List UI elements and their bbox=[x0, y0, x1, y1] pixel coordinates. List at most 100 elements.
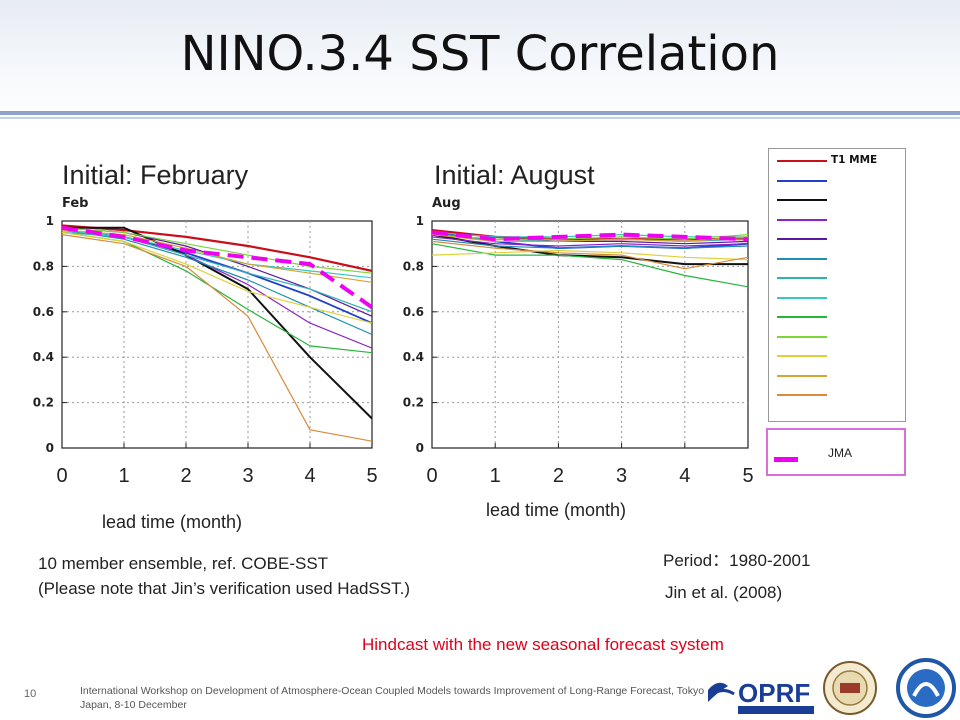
oprf-logo-icon: OPRF bbox=[708, 678, 814, 714]
y-tick-label: 0.4 bbox=[403, 350, 424, 364]
legend-swatch bbox=[777, 160, 827, 162]
x-tick-label: 4 bbox=[679, 465, 690, 487]
legend-item: LODYC bbox=[769, 270, 905, 286]
series-line-ingv bbox=[62, 229, 372, 336]
series-line-persist- bbox=[432, 233, 748, 266]
chart-aug-label: Aug bbox=[432, 196, 461, 211]
slide-title: NINO.3.4 SST Correlation bbox=[180, 26, 780, 82]
legend-item: INGV bbox=[769, 251, 905, 267]
legend-label: UK Met bbox=[831, 329, 874, 342]
legend-swatch bbox=[777, 394, 827, 396]
title-band bbox=[0, 0, 960, 120]
legend-item: Persist. bbox=[769, 192, 905, 208]
chart-feb: 0 0.2 0.4 0.6 0.8 1 0 1 2 3 4 5 bbox=[33, 214, 378, 487]
research-institute-seal-icon bbox=[823, 661, 877, 715]
legend-item: NCEP bbox=[769, 348, 905, 364]
series-line-persist- bbox=[62, 226, 372, 420]
plot-area bbox=[431, 220, 749, 449]
legend-label: T1 MME bbox=[831, 154, 878, 166]
y-tick-label: 0.6 bbox=[403, 305, 424, 319]
oprf-logo-text: OPRF bbox=[738, 678, 810, 708]
series-group bbox=[432, 229, 748, 288]
legend-swatch bbox=[777, 238, 827, 240]
jma-legend-swatch bbox=[774, 457, 798, 462]
legend-label: SINTEX−F bbox=[831, 368, 890, 381]
legend-label: LODYC bbox=[831, 271, 870, 283]
legend-label: NCEP bbox=[831, 349, 863, 361]
y-tick-label: 1 bbox=[416, 214, 424, 228]
legend-item: MPI bbox=[769, 309, 905, 325]
legend-label: CERFACS bbox=[831, 212, 884, 225]
x-tick-label: 0 bbox=[426, 465, 437, 487]
x-tick-label: 1 bbox=[118, 465, 129, 487]
x-tick-label: 3 bbox=[242, 465, 253, 487]
series-line-ncep bbox=[62, 231, 372, 324]
slide-number: 10 bbox=[24, 688, 37, 700]
legend-swatch bbox=[777, 296, 827, 299]
legend-swatch bbox=[777, 218, 827, 221]
jma-legend-label: JMA bbox=[828, 446, 852, 460]
note-hadsst: (Please note that Jin’s verification use… bbox=[38, 579, 410, 598]
legend-swatch bbox=[777, 257, 827, 260]
x-tick-label: 5 bbox=[366, 465, 377, 487]
series-line-ingv bbox=[432, 238, 748, 249]
footer-logos: OPRF bbox=[708, 658, 956, 718]
legend-item: Met.Fran. bbox=[769, 290, 905, 306]
legend-label: INGV bbox=[831, 251, 861, 264]
footer-text: International Workshop on Development of… bbox=[80, 685, 705, 711]
title-rule bbox=[0, 111, 960, 115]
y-tick-label: 0.6 bbox=[33, 305, 54, 319]
panel-title-february: Initial: February bbox=[62, 160, 249, 190]
series-line-uk-met bbox=[62, 227, 372, 274]
y-tick-label: 1 bbox=[46, 214, 54, 228]
x-tick-label: 2 bbox=[553, 465, 564, 487]
y-tick-label: 0.2 bbox=[403, 396, 424, 410]
legend-swatch bbox=[777, 316, 827, 318]
jma-legend: JMA bbox=[766, 428, 906, 476]
y-tick-label: 0 bbox=[46, 441, 54, 455]
legend-swatch bbox=[777, 179, 827, 182]
legend-label: Met.Fran. bbox=[831, 290, 888, 303]
y-tick-label: 0.8 bbox=[403, 259, 424, 273]
chart-feb-label: Feb bbox=[62, 196, 89, 211]
legend-item: ECMWF bbox=[769, 231, 905, 247]
y-tick-label: 0.8 bbox=[33, 259, 54, 273]
reference-text: Jin et al. (2008) bbox=[665, 583, 783, 602]
legend-swatch bbox=[777, 335, 827, 338]
legend-item: CERFACS bbox=[769, 212, 905, 228]
legend-label: Dyn−Sta bbox=[831, 173, 883, 186]
y-tick-label: 0.4 bbox=[33, 350, 54, 364]
legend-item: T1 MME bbox=[769, 153, 905, 169]
xlabel-aug: lead time (month) bbox=[486, 500, 627, 520]
x-tick-label: 0 bbox=[56, 465, 67, 487]
series-line-jma bbox=[62, 225, 372, 309]
period-text: Period：1980-2001 bbox=[663, 551, 811, 570]
series-line-jma bbox=[432, 230, 748, 242]
x-tick-label: 5 bbox=[742, 465, 753, 487]
series-line-t1-mme bbox=[62, 224, 372, 272]
title-rule-light bbox=[0, 117, 960, 119]
series-line-ncep bbox=[432, 249, 748, 261]
x-tick-label: 1 bbox=[490, 465, 501, 487]
legend-label: Persist. bbox=[831, 193, 877, 205]
legend-item: Dyn−Sta bbox=[769, 173, 905, 189]
series-line-snu bbox=[62, 234, 372, 442]
legend: T1 MME Dyn−Sta Persist. CERFACS ECMWF INGV LOD… bbox=[768, 148, 906, 422]
note-ensemble: 10 member ensemble, ref. COBE-SST bbox=[38, 554, 329, 573]
series-line-sintex-f bbox=[432, 234, 748, 242]
series-line-snu bbox=[432, 240, 748, 270]
series-line-cerfacs bbox=[432, 236, 748, 247]
x-tick-label: 2 bbox=[180, 465, 191, 487]
legend-swatch bbox=[777, 277, 827, 279]
legend-label: ECMWF bbox=[831, 232, 876, 244]
legend-swatch bbox=[777, 355, 827, 357]
circular-blue-logo-icon bbox=[896, 658, 956, 718]
chart-aug: 0 0.2 0.4 0.6 0.8 1 0 1 2 3 4 5 bbox=[403, 214, 754, 487]
legend-item: SNU bbox=[769, 387, 905, 403]
y-tick-label: 0 bbox=[416, 441, 424, 455]
legend-swatch bbox=[777, 199, 827, 201]
hindcast-note: Hindcast with the new seasonal forecast … bbox=[362, 635, 724, 654]
x-tick-label: 4 bbox=[304, 465, 315, 487]
legend-label: SNU bbox=[831, 388, 856, 400]
